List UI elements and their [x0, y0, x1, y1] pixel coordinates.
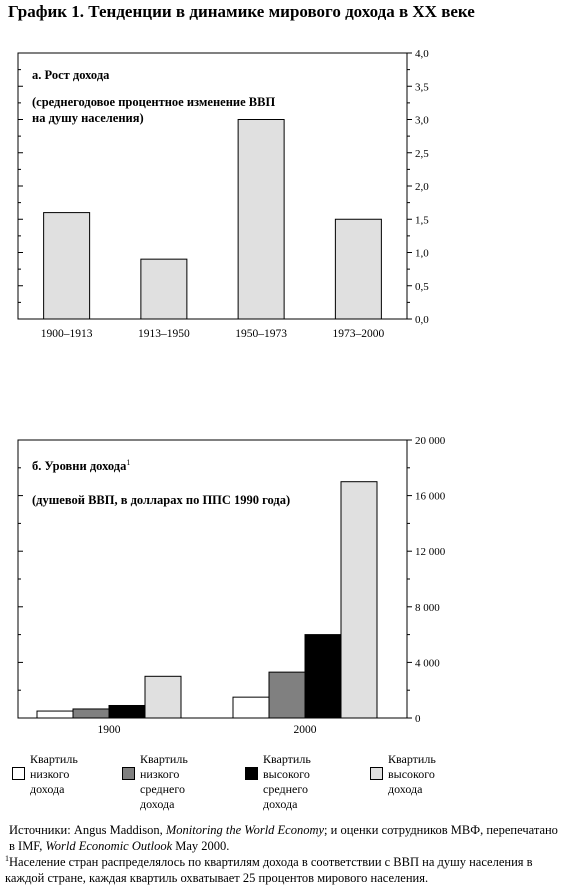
y-tick-label: 8 000: [415, 602, 440, 614]
legend-item: Квартиль высокого среднего дохода: [245, 752, 311, 812]
y-tick-label: 2,0: [415, 181, 429, 193]
y-tick-label: 0,5: [415, 281, 429, 293]
bar: [268, 671, 306, 719]
panel-label-footnote-mark: 1: [126, 458, 130, 467]
bar: [72, 708, 110, 719]
y-tick-label: 0: [415, 713, 421, 725]
bar: [304, 634, 342, 719]
footnote-text: Население стран распределялось по кварти…: [5, 855, 533, 885]
legend-label: Квартиль высокого среднего дохода: [263, 752, 311, 811]
source-book: Monitoring the World Economy: [165, 823, 325, 837]
footnote-mark: 1: [5, 853, 9, 863]
bar: [36, 710, 74, 719]
y-tick-label: 3,5: [415, 81, 429, 93]
legend-swatch: [370, 767, 383, 780]
x-tick-label: 1950–1973: [235, 328, 287, 340]
y-tick-label: 1,0: [415, 248, 429, 260]
source-prefix: Источники: Angus Maddison,: [9, 823, 166, 837]
chart-income-growth: 0,0 0,5 1,0 1,5 2,0 2,5 3,0 3,5 4,0 1900–1913 1913…: [17, 48, 429, 340]
legend-label: Квартиль высокого дохода: [388, 752, 436, 796]
bar: [232, 696, 270, 719]
y-tick-label: 20 000: [415, 435, 446, 447]
source-middle: ; и оценки сотрудников МВФ, перепечатано…: [9, 823, 558, 853]
legend-item: Квартиль низкого среднего дохода: [122, 752, 188, 812]
panel-subtitle: (душевой ВВП, в долларах по ППС 1990 год…: [32, 493, 290, 507]
legend-label: Квартиль низкого среднего дохода: [140, 752, 188, 811]
bar: [144, 675, 182, 719]
panel-subtitle: (среднегодовое процентное изменение ВВП: [32, 95, 275, 109]
y-tick-label: 16 000: [415, 491, 446, 503]
bar: [43, 212, 91, 320]
panel-label: а. Рост дохода: [32, 68, 110, 82]
x-tick-label: 1900: [98, 724, 121, 736]
source-suffix: May 2000.: [172, 839, 230, 853]
x-tick-label: 1973–2000: [333, 328, 385, 340]
bar: [140, 258, 188, 320]
panel-label: б. Уровни дохода1: [32, 458, 130, 473]
y-tick-label: 1,5: [415, 214, 429, 226]
legend-label: Квартиль низкого дохода: [30, 752, 78, 796]
y-tick-label: 0,0: [415, 314, 429, 326]
chart-income-levels: 0 4 000 8 000 12 000 16 000 20 000 1900 2000 б. …: [17, 435, 446, 736]
y-tick-label: 2,5: [415, 148, 429, 160]
legend-item: Квартиль низкого дохода: [12, 752, 78, 797]
x-tick-label: 2000: [294, 724, 317, 736]
legend-swatch: [122, 767, 135, 780]
bar: [237, 119, 285, 320]
page-title: График 1. Тенденции в динамике мирового …: [8, 2, 475, 21]
y-tick-label: 3,0: [415, 115, 429, 127]
panel-subtitle: на душу населения): [32, 111, 144, 125]
bar: [334, 218, 382, 320]
y-tick-label: 12 000: [415, 546, 446, 558]
legend-swatch: [12, 767, 25, 780]
legend-item: Квартиль высокого дохода: [370, 752, 436, 797]
legend-swatch: [245, 767, 258, 780]
bar: [108, 704, 146, 719]
x-tick-label: 1913–1950: [138, 328, 190, 340]
y-tick-label: 4 000: [415, 657, 440, 669]
source-report: World Economic Outlook: [45, 839, 173, 853]
bar: [340, 481, 378, 719]
x-tick-label: 1900–1913: [41, 328, 93, 340]
y-tick-label: 4,0: [415, 48, 429, 60]
source-note: Источники: Angus Maddison, Monitoring th…: [5, 822, 561, 886]
